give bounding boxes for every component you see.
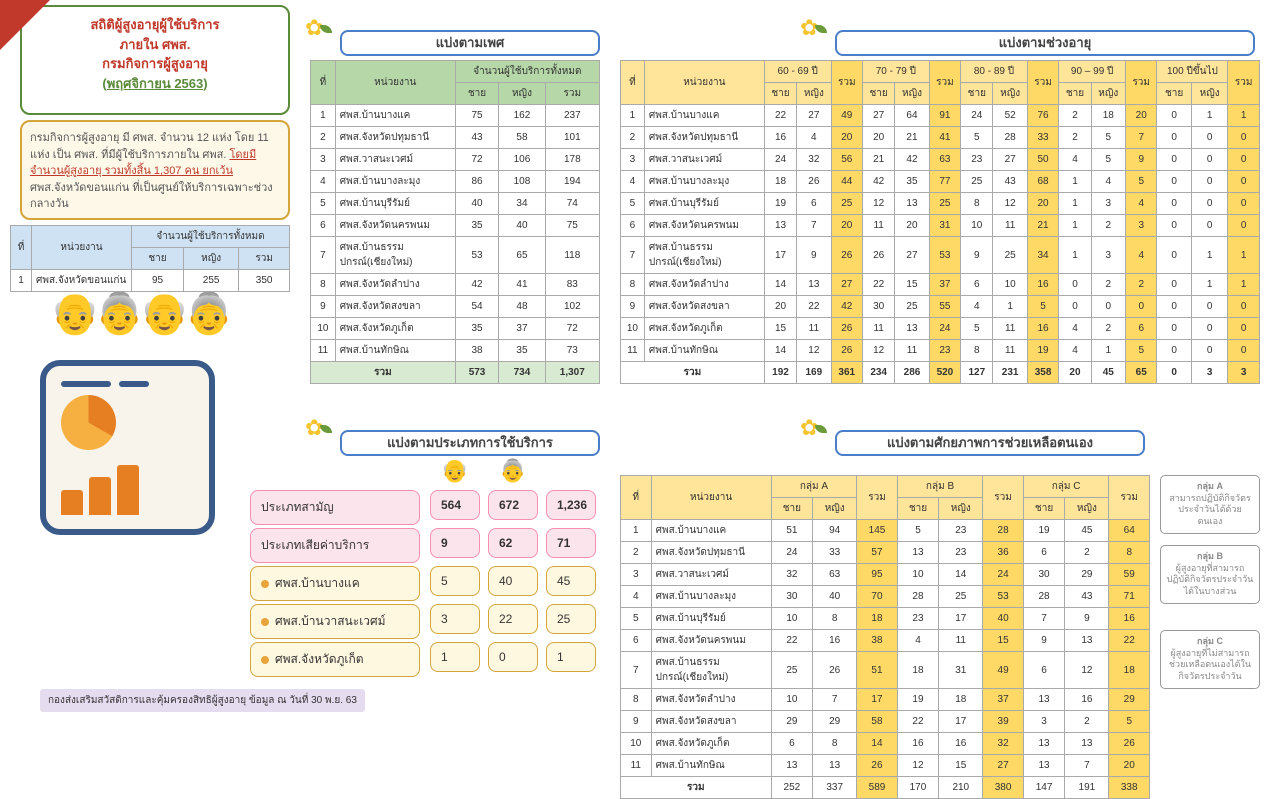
flower-icon xyxy=(800,15,830,40)
svc-label: ประเภทสามัญ xyxy=(250,490,420,525)
svc-value: 1 xyxy=(430,642,480,672)
male-face-icon: 👴 xyxy=(440,458,470,488)
flower-icon xyxy=(305,15,335,40)
svc-value: 0 xyxy=(488,642,538,672)
hdr-svc: แบ่งตามประเภทการใช้บริการ xyxy=(340,430,600,456)
title-l1: สถิติผู้สูงอายุผู้ใช้บริการ xyxy=(27,15,283,35)
chart-icon xyxy=(40,360,215,535)
svc-value: 71 xyxy=(546,528,596,558)
title-l3: กรมกิจการผู้สูงอายุ xyxy=(27,54,283,74)
svc-label: ศพส.บ้านวาสนะเวศม์ xyxy=(250,604,420,639)
table-age: ที่หน่วยงาน 60 - 69 ปีรวม 70 - 79 ปีรวม … xyxy=(620,60,1260,384)
svc-value: 9 xyxy=(430,528,480,558)
group-a-box: กลุ่ม Aสามารถปฏิบัติกิจวัตรประจำวันได้ด้… xyxy=(1160,475,1260,534)
svc-value: 3 xyxy=(430,604,480,634)
people-icon: 👴👵👴👵 xyxy=(50,290,229,337)
table-gender: ที่หน่วยงานจำนวนผู้ใช้บริการทั้งหมด ชายห… xyxy=(310,60,600,384)
table-help: ที่หน่วยงาน กลุ่ม Aรวม กลุ่ม Bรวม กลุ่ม … xyxy=(620,475,1150,799)
desc-box: กรมกิจการผู้สูงอายุ มี ศพส. จำนวน 12 แห่… xyxy=(20,120,290,220)
female-face-icon: 👵 xyxy=(498,458,528,488)
hdr-age: แบ่งตามช่วงอายุ xyxy=(835,30,1255,56)
svc-value: 5 xyxy=(430,566,480,596)
group-b-box: กลุ่ม Bผู้สูงอายุที่สามารถปฏิบัติกิจวัตร… xyxy=(1160,545,1260,604)
svc-label: ศพส.จังหวัดภูเก็ต xyxy=(250,642,420,677)
table-khonkaen: ที่หน่วยงานจำนวนผู้ใช้บริการทั้งหมด ชายห… xyxy=(10,225,290,292)
title-box: สถิติผู้สูงอายุผู้ใช้บริการ ภายใน ศพส. ก… xyxy=(20,5,290,115)
svc-label: ประเภทเสียค่าบริการ xyxy=(250,528,420,563)
svc-value: 672 xyxy=(488,490,538,520)
title-l2: ภายใน ศพส. xyxy=(27,35,283,55)
hdr-gender: แบ่งตามเพศ xyxy=(340,30,600,56)
svc-value: 25 xyxy=(546,604,596,634)
svc-value: 1,236 xyxy=(546,490,596,520)
svc-label: ศพส.บ้านบางแค xyxy=(250,566,420,601)
svc-value: 564 xyxy=(430,490,480,520)
hdr-help: แบ่งตามศักยภาพการช่วยเหลือตนเอง xyxy=(835,430,1145,456)
flower-icon xyxy=(800,415,830,440)
ribbon xyxy=(0,0,50,50)
svc-value: 1 xyxy=(546,642,596,672)
svc-value: 45 xyxy=(546,566,596,596)
title-link[interactable]: (พฤศจิกายน 2563) xyxy=(102,76,207,91)
footer: กองส่งเสริมสวัสดิการและคุ้มครองสิทธิผู้ส… xyxy=(40,689,365,712)
svc-value: 40 xyxy=(488,566,538,596)
flower-icon xyxy=(305,415,335,440)
svc-value: 22 xyxy=(488,604,538,634)
svc-value: 62 xyxy=(488,528,538,558)
group-c-box: กลุ่ม Cผู้สูงอายุที่ไม่สามารถช่วยเหลือตน… xyxy=(1160,630,1260,689)
